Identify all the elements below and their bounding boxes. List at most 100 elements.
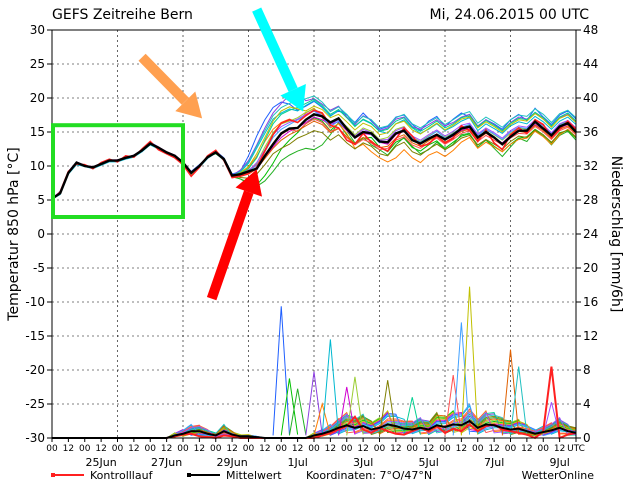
x-hour-label: 00: [374, 444, 386, 454]
left-tick-label: -5: [33, 261, 45, 275]
precip-peak: [501, 349, 520, 436]
precip-peak: [288, 388, 307, 436]
right-tick-label: 48: [583, 23, 598, 37]
precip-peak: [321, 339, 340, 436]
left-tick-label: 25: [30, 57, 45, 71]
annotation-arrow-head: [175, 91, 203, 119]
x-hour-label: 00: [177, 444, 189, 454]
x-hour-label: 00: [112, 444, 124, 454]
left-tick-label: 30: [30, 23, 45, 37]
right-tick-label: 40: [583, 91, 598, 105]
x-hour-label: 12: [226, 444, 237, 454]
annotation-arrow-head: [280, 83, 306, 112]
x-hour-label: 12: [63, 444, 74, 454]
left-tick-label: 10: [30, 159, 45, 173]
x-hour-label: 12: [95, 444, 106, 454]
left-tick-label: 0: [37, 227, 45, 241]
precip-peak: [379, 380, 397, 436]
x-date-label: 9Jul: [549, 456, 569, 469]
right-tick-label: 0: [583, 431, 591, 445]
precip-peak: [280, 378, 299, 436]
right-tick-label: 16: [583, 295, 598, 309]
left-tick-label: 20: [30, 91, 45, 105]
x-hour-label: 00: [145, 444, 157, 454]
annotation-arrow-shaft: [138, 53, 189, 105]
right-tick-label: 8: [583, 363, 591, 377]
legend: Kontrolllauf Mittelwert Koordinaten: 7°O…: [51, 469, 594, 482]
x-hour-label: 12: [292, 444, 303, 454]
x-hour-label: 12: [390, 444, 401, 454]
precip-peak: [510, 366, 528, 436]
right-tick-label: 20: [583, 261, 598, 275]
x-hour-label: 12: [259, 444, 270, 454]
annotation-arrow-shaft: [206, 190, 254, 301]
x-hour-label: 00: [243, 444, 255, 454]
grid: [52, 30, 576, 438]
precip-peak: [460, 286, 479, 436]
x-date-label: 7Jul: [484, 456, 504, 469]
x-hour-label: 12: [128, 444, 139, 454]
left-tick-label: -25: [25, 397, 45, 411]
right-tick-label: 12: [583, 329, 598, 343]
highlight-box: [51, 123, 185, 219]
chart-title: GEFS Zeitreihe Bern: [52, 7, 193, 23]
coordinates-label: Koordinaten: 7°O/47°N: [306, 469, 432, 482]
x-hour-label: 12: [325, 444, 336, 454]
legend-mean-marker: [187, 473, 191, 477]
x-hour-label: 00: [210, 444, 222, 454]
x-hour-label: 00: [439, 444, 451, 454]
annotation-arrow-shaft: [252, 7, 298, 92]
x-hour-label: 12: [161, 444, 172, 454]
x-hour-label: 12: [521, 444, 532, 454]
x-axis: 00 12 00 12 00 12 00 12 00 12 00 12 00 12 00 12 00 12 00 12…: [46, 438, 585, 469]
annotation-arrow-head: [235, 169, 263, 197]
legend-mean-label: Mittelwert: [226, 469, 282, 482]
x-hour-label: 00: [538, 444, 550, 454]
x-date-label: 29Jun: [217, 456, 248, 469]
x-hour-label: 00: [472, 444, 484, 454]
x-hour-label: 12: [423, 444, 434, 454]
y-axis-label-left: Temperatur 850 hPa [°C]: [6, 147, 22, 321]
x-date-label: 5Jul: [418, 456, 438, 469]
x-hour-label: 12: [194, 444, 205, 454]
x-hour-label: 00: [407, 444, 419, 454]
precip-peak: [444, 375, 462, 436]
left-tick-label: -10: [25, 295, 45, 309]
precip-peak: [403, 397, 421, 436]
right-tick-label: 24: [583, 227, 598, 241]
precip-peak: [313, 402, 331, 436]
precip-peak: [346, 376, 364, 436]
legend-control-marker: [51, 473, 55, 477]
right-tick-label: 44: [583, 57, 598, 71]
legend-control-label: Kontrolllauf: [90, 469, 154, 482]
x-hour-label: 00: [46, 444, 58, 454]
x-hour-label: 00: [308, 444, 320, 454]
left-tick-label: 15: [30, 125, 45, 139]
left-tick-label: -15: [25, 329, 45, 343]
right-tick-label: 36: [583, 125, 598, 139]
main-series: [51, 109, 577, 201]
x-hour-label: UTC: [567, 444, 585, 454]
x-hour-label: 00: [505, 444, 517, 454]
left-tick-label: -20: [25, 363, 45, 377]
x-date-label: 1Jul: [287, 456, 307, 469]
x-hour-label: 00: [276, 444, 288, 454]
y-axis-label-right: Niederschlag [mm/6h]: [608, 156, 624, 313]
x-hour-label: 12: [456, 444, 467, 454]
left-tick-label: -30: [25, 431, 45, 445]
precip-peak: [542, 402, 561, 436]
x-date-label: 27Jun: [151, 456, 182, 469]
x-hour-label: 12: [488, 444, 499, 454]
x-hour-label: 12: [554, 444, 565, 454]
run-time: Mi, 24.06.2015 00 UTC: [430, 7, 590, 23]
mean-temperature-line: [51, 113, 577, 200]
annotations: [51, 7, 306, 301]
x-hour-label: 00: [79, 444, 91, 454]
left-tick-label: 5: [37, 193, 45, 207]
x-date-label: 25Jun: [86, 456, 117, 469]
right-tick-label: 32: [583, 159, 598, 173]
x-hour-label: 00: [341, 444, 353, 454]
